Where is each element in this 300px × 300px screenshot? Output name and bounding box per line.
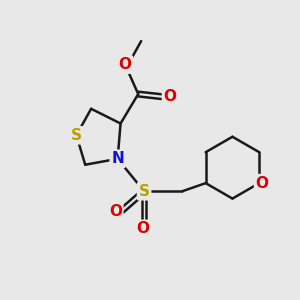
Text: N: N [111, 151, 124, 166]
Text: S: S [139, 184, 150, 199]
Text: O: O [164, 89, 176, 104]
Text: O: O [118, 57, 131, 72]
Text: O: O [109, 204, 122, 219]
Text: O: O [256, 176, 269, 190]
Text: O: O [136, 221, 149, 236]
Text: S: S [71, 128, 82, 143]
